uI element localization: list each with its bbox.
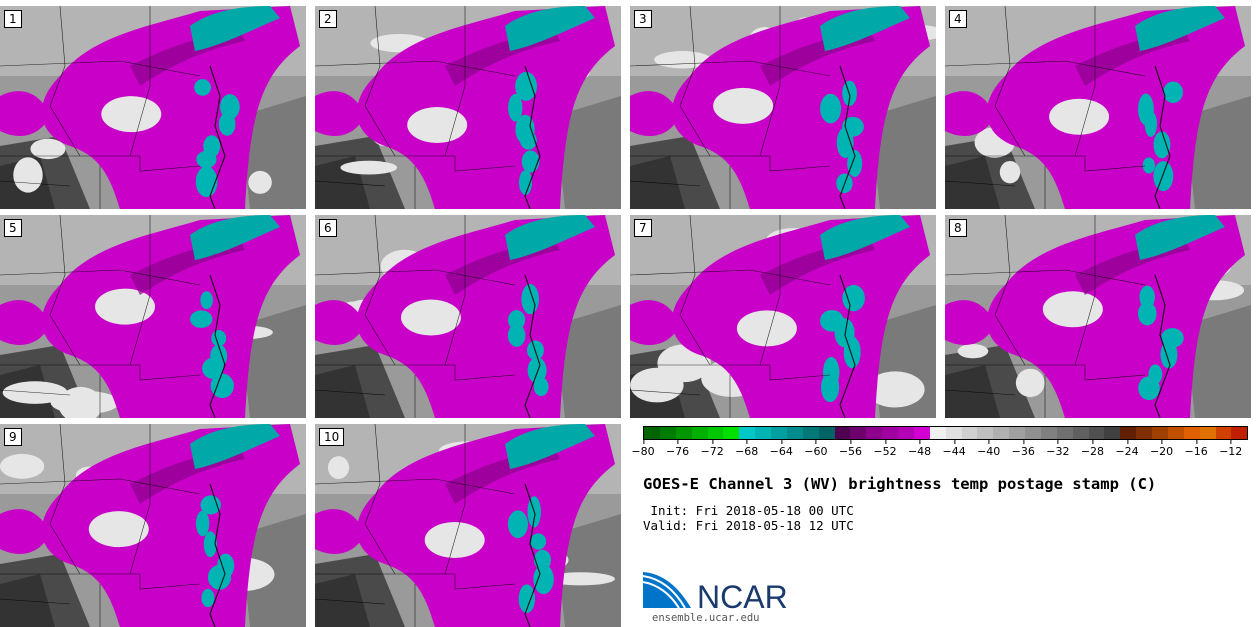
colorbar-tick-label: −80 [631, 440, 655, 458]
colorbar-segment [802, 427, 819, 439]
colorbar-segment [1072, 427, 1089, 439]
colorbar-tick-label: −76 [666, 440, 689, 458]
colorbar-tick-label: −12 [1219, 440, 1242, 458]
colorbar-segment [707, 427, 724, 439]
colorbar-segment [1231, 427, 1248, 439]
colorbar-segment [1183, 427, 1200, 439]
colorbar-segment [850, 427, 867, 439]
init-time: Init: Fri 2018-05-18 00 UTC [643, 503, 854, 518]
colorbar-tick-label: −20 [1150, 440, 1173, 458]
colorbar-tick-label: −32 [1046, 440, 1069, 458]
colorbar-segment [866, 427, 883, 439]
panel-2: 2 [315, 6, 621, 209]
panel-7: 7 [630, 215, 936, 418]
panel-5: 5 [0, 215, 306, 418]
colorbar-segment [961, 427, 978, 439]
colorbar-tick-label: −36 [1012, 440, 1035, 458]
colorbar-tick-label: −56 [839, 440, 862, 458]
panel-label: 8 [949, 219, 967, 237]
colorbar-segment [1120, 427, 1137, 439]
panel-label: 9 [4, 428, 22, 446]
panel-3: 3 [630, 6, 936, 209]
colorbar-tick-label: −40 [977, 440, 1000, 458]
colorbar-tick-label: −16 [1185, 440, 1208, 458]
colorbar-segment [898, 427, 914, 439]
colorbar-segment [675, 427, 692, 439]
colorbar-segment [1056, 427, 1073, 439]
panel-label: 5 [4, 219, 22, 237]
panel-label: 7 [634, 219, 652, 237]
colorbar-segment [1152, 427, 1168, 439]
colorbar-tick-label: −48 [908, 440, 931, 458]
panel-6: 6 [315, 215, 621, 418]
colorbar-tick-label: −64 [770, 440, 793, 458]
colorbar-segment [1104, 427, 1121, 439]
logo-text: NCAR [697, 579, 788, 614]
valid-time: Valid: Fri 2018-05-18 12 UTC [643, 518, 854, 533]
colorbar-segment [786, 427, 803, 439]
colorbar-segment [929, 427, 946, 439]
colorbar-segment [834, 427, 851, 439]
panel-10: 10 [315, 424, 621, 627]
panel-label: 4 [949, 10, 967, 28]
colorbar-tick-label: −52 [873, 440, 897, 458]
colorbar-segment [913, 427, 930, 439]
colorbar-segment [755, 427, 771, 439]
colorbar-segment [1040, 427, 1057, 439]
colorbar-tick-label: −68 [735, 440, 758, 458]
colorbar-segment [1167, 427, 1184, 439]
figure-title: GOES-E Channel 3 (WV) brightness temp po… [643, 475, 1157, 493]
logo-url: ensemble.ucar.edu [652, 612, 760, 624]
colorbar-segment [977, 427, 994, 439]
colorbar-segment [644, 427, 660, 439]
colorbar-segment [771, 427, 787, 439]
panel-label: 3 [634, 10, 652, 28]
panel-4: 4 [945, 6, 1251, 209]
colorbar [643, 426, 1248, 440]
colorbar-segment [1199, 427, 1216, 439]
panel-label: 2 [319, 10, 337, 28]
colorbar-ticks: −80 −76 −72 −68 −64 −60 −56 −52 −48 −44 −40 −36 −32−… [631, 440, 1248, 460]
colorbar-tick-label: −72 [701, 440, 724, 458]
colorbar-segment [1025, 427, 1041, 439]
colorbar-tick-label: −24 [1115, 440, 1139, 458]
panel-8: 8 [945, 215, 1251, 418]
panel-9: 9 [0, 424, 306, 627]
panel-label: 10 [319, 428, 345, 446]
colorbar-segment [1215, 427, 1232, 439]
colorbar-segment [739, 427, 756, 439]
colorbar-tick-label: −60 [804, 440, 827, 458]
colorbar-segment [659, 427, 676, 439]
panel-label: 6 [319, 219, 337, 237]
panel-1: 1 [0, 6, 306, 209]
colorbar-segment [1009, 427, 1025, 439]
panel-label: 1 [4, 10, 22, 28]
colorbar-tick-label: −28 [1081, 440, 1104, 458]
colorbar-segment [1136, 427, 1152, 439]
colorbar-segment [882, 427, 898, 439]
colorbar-segment [993, 427, 1010, 439]
ncar-logo: NCAR [643, 572, 788, 614]
colorbar-segment [691, 427, 708, 439]
colorbar-segment [818, 427, 835, 439]
colorbar-segment [723, 427, 740, 439]
colorbar-segment [945, 427, 962, 439]
colorbar-segment [1088, 427, 1105, 439]
colorbar-tick-label: −44 [943, 440, 966, 458]
